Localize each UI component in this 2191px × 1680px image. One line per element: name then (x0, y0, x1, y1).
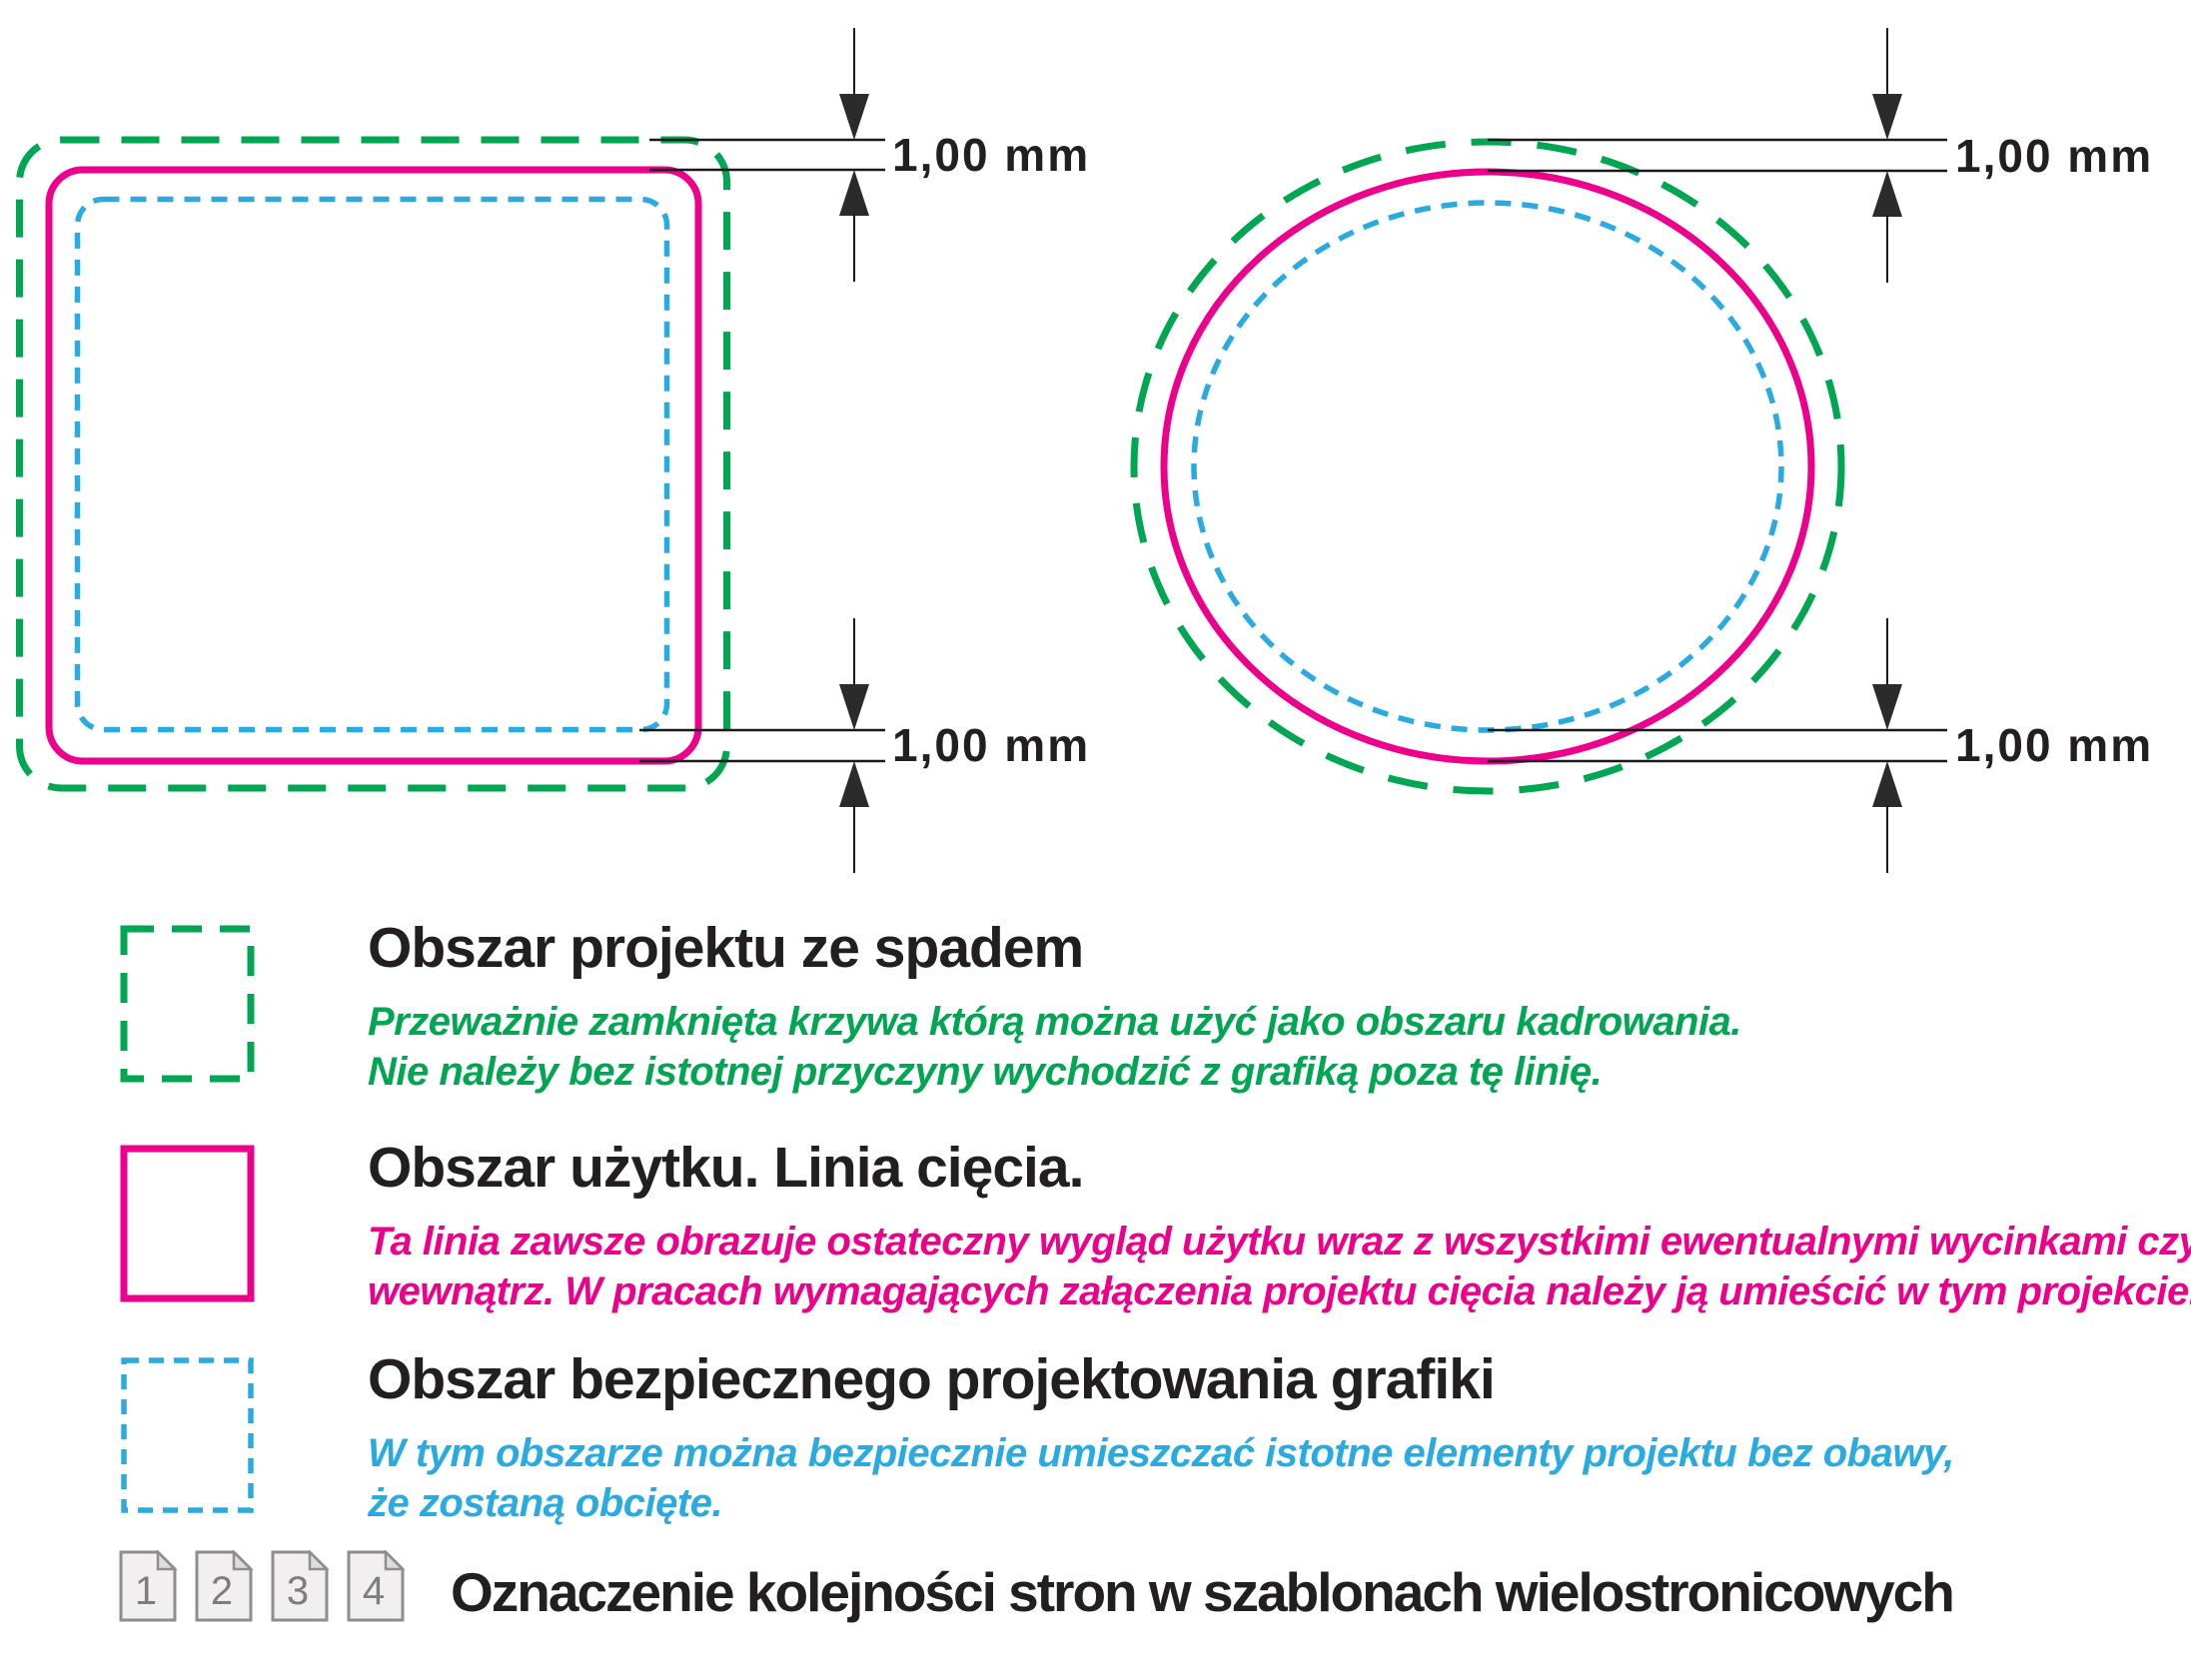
arrow-up-icon (1872, 761, 1902, 807)
page-2-icon: 2 (195, 1550, 253, 1622)
page-1-icon: 1 (119, 1550, 177, 1622)
dimension-label: 1,00 mm (892, 129, 1090, 181)
arrow-down-icon (839, 684, 869, 730)
page-3-icon: 3 (271, 1550, 329, 1622)
legend-desc-line: że zostaną obcięte. (368, 1481, 723, 1525)
legend-desc-line: Nie należy bez istotnej przyczyny wychod… (368, 1050, 1603, 1094)
legend-text-cut: Obszar użytku. Linia cięcia. Ta linia za… (368, 1137, 2191, 1316)
bleed-swatch-icon (120, 925, 255, 1083)
dimension-label: 1,00 mm (1955, 719, 2153, 771)
page-number: 2 (211, 1569, 233, 1613)
arrow-down-icon (1872, 94, 1902, 140)
page-4-icon: 4 (347, 1550, 405, 1622)
dimension-circle-top: 1,00 mm (1488, 28, 2153, 283)
arrow-up-icon (839, 761, 869, 807)
circle-safe-outline (1191, 200, 1784, 733)
square-safe-outline (74, 196, 670, 733)
dimension-square-top: 1,00 mm (649, 28, 1090, 282)
arrow-down-icon (839, 94, 869, 140)
dimension-label: 1,00 mm (1955, 130, 2153, 182)
pages-order-title: Oznaczenie kolejności stron w szablonach… (451, 1561, 1955, 1623)
arrow-up-icon (839, 170, 869, 216)
cut-swatch-icon (120, 1145, 255, 1302)
template-diagram: 1,00 mm 1,00 mm 1,00 mm (16, 28, 2153, 873)
square-cut-outline (45, 166, 702, 765)
page-number: 4 (363, 1569, 385, 1613)
square-bleed-outline (16, 136, 730, 792)
dimension-square-bottom: 1,00 mm (639, 618, 1090, 873)
legend-desc-line: Przeważnie zamknięta krzywa którą można … (368, 1000, 1741, 1044)
square-template (16, 136, 730, 792)
page-number: 1 (135, 1569, 157, 1613)
dimension-label: 1,00 mm (892, 719, 1090, 771)
legend-desc-line: Ta linia zawsze obrazuje ostateczny wygl… (368, 1220, 2191, 1263)
pages-order-row: 1 2 3 4 Oznaczenie kolejności stron w sz… (0, 1546, 2191, 1646)
legend-title-safe: Obszar bezpiecznego projektowania grafik… (368, 1347, 1496, 1411)
circle-template (1130, 138, 1845, 795)
legend-text-bleed: Obszar projektu ze spadem Przeważnie zam… (368, 917, 1741, 1097)
legend-desc-line: W tym obszarze można bezpiecznie umieszc… (368, 1431, 1954, 1475)
legend-title-cut: Obszar użytku. Linia cięcia. (368, 1136, 1084, 1200)
arrow-up-icon (1872, 171, 1902, 217)
safe-swatch-icon (121, 1357, 254, 1513)
arrow-down-icon (1872, 684, 1902, 730)
circle-bleed-outline (1130, 138, 1845, 795)
legend-title-bleed: Obszar projektu ze spadem (368, 916, 1084, 980)
legend-desc-line: wewnątrz. W pracach wymagających załącze… (368, 1269, 2191, 1313)
legend-text-safe: Obszar bezpiecznego projektowania grafik… (368, 1348, 1954, 1528)
page-number: 3 (287, 1569, 309, 1613)
dimension-circle-bottom: 1,00 mm (1488, 618, 2153, 873)
circle-cut-outline (1160, 168, 1815, 765)
